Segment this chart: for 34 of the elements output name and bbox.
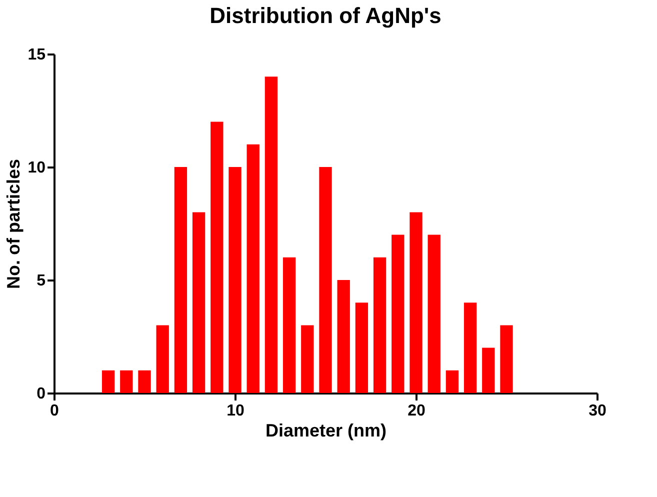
bar	[319, 167, 332, 393]
y-tick-label: 10	[28, 160, 46, 176]
bar	[301, 325, 314, 393]
bar	[282, 257, 296, 393]
x-axis-title: Diameter (nm)	[265, 420, 387, 440]
x-tick-label: 0	[50, 402, 60, 420]
bar	[373, 257, 386, 393]
bar	[102, 370, 115, 393]
x-tick-label: 20	[408, 402, 426, 420]
bar	[192, 212, 206, 393]
chart-title: Distribution of AgNp's	[210, 3, 442, 28]
bar	[246, 144, 260, 393]
bar	[337, 280, 350, 393]
bar	[428, 234, 440, 393]
y-tick-label: 15	[28, 46, 46, 64]
bar	[138, 370, 151, 393]
bar	[500, 325, 513, 393]
y-tick-label: 0	[36, 386, 46, 402]
bar	[174, 167, 188, 393]
x-tick-label: 10	[226, 402, 244, 420]
y-axis-title: No. of particles	[4, 158, 24, 290]
bar	[120, 370, 133, 393]
bar	[410, 212, 422, 393]
bar	[264, 76, 278, 393]
bar	[210, 122, 224, 393]
bar	[392, 234, 404, 393]
bar	[156, 325, 169, 393]
y-tick-label: 5	[36, 272, 46, 290]
bar	[228, 167, 242, 393]
bar	[355, 302, 368, 393]
bar	[464, 302, 477, 393]
bar	[446, 370, 459, 393]
bar	[482, 348, 495, 393]
x-tick-label: 30	[588, 402, 606, 420]
